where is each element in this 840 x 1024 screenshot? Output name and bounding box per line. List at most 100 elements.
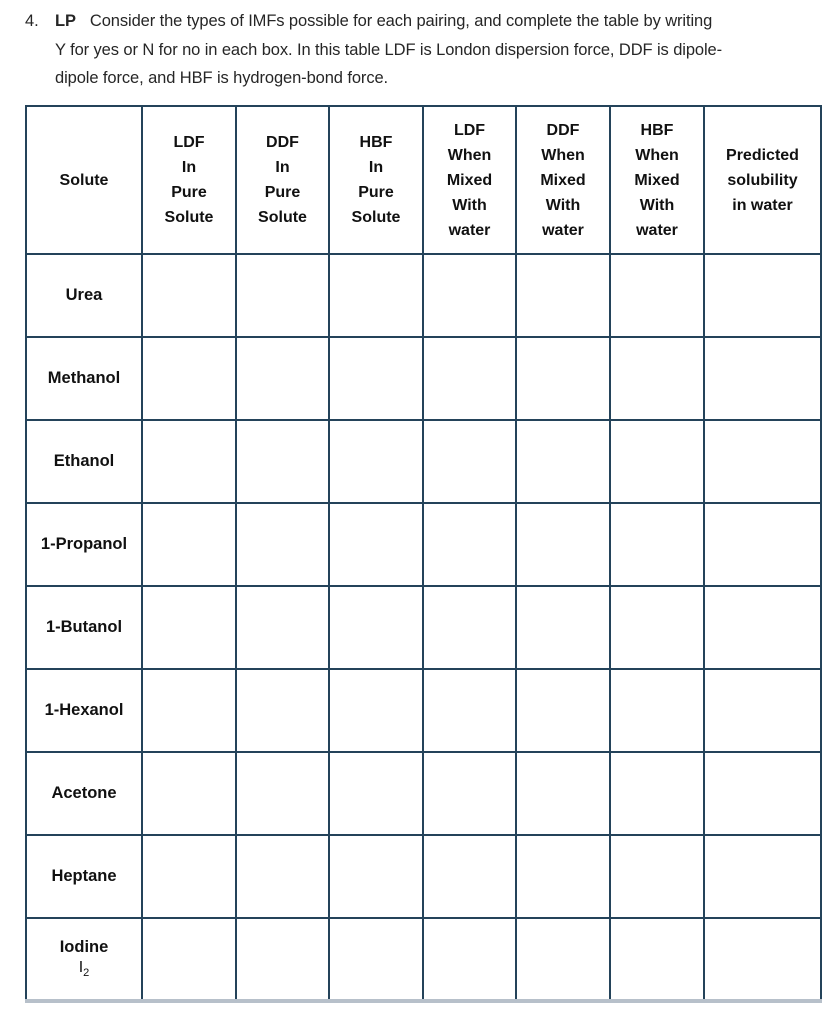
- answer-cell: [235, 502, 330, 587]
- answer-cell: [515, 751, 611, 836]
- solute-label: 1-Hexanol: [25, 668, 143, 753]
- solute-label: Acetone: [25, 751, 143, 836]
- answer-cell: [703, 419, 822, 504]
- answer-cell: [141, 917, 237, 1003]
- answer-cell: [515, 834, 611, 919]
- column-header-ldf-mixed: LDF When Mixed With water: [422, 105, 517, 255]
- answer-cell: [609, 336, 705, 421]
- table-row: Acetone: [25, 751, 822, 836]
- solute-label: Ethanol: [25, 419, 143, 504]
- answer-cell: [609, 917, 705, 1003]
- answer-cell: [422, 419, 517, 504]
- solute-label: Methanol: [25, 336, 143, 421]
- answer-cell: [703, 253, 822, 338]
- answer-cell: [422, 585, 517, 670]
- answer-cell: [703, 917, 822, 1003]
- answer-cell: [515, 336, 611, 421]
- answer-cell: [141, 253, 237, 338]
- answer-cell: [609, 668, 705, 753]
- answer-cell: [328, 502, 424, 587]
- table-row: 1-Hexanol: [25, 668, 822, 753]
- answer-cell: [235, 668, 330, 753]
- answer-cell: [141, 834, 237, 919]
- iodine-formula: I2: [78, 959, 90, 980]
- solute-name: Iodine: [59, 938, 109, 957]
- column-header-hbf-pure: HBF In Pure Solute: [328, 105, 424, 255]
- answer-cell: [422, 834, 517, 919]
- answer-cell: [328, 419, 424, 504]
- question-tag: LP: [55, 12, 76, 30]
- answer-cell: [141, 336, 237, 421]
- answer-cell: [235, 336, 330, 421]
- answer-cell: [609, 585, 705, 670]
- table-header: Solute LDF In Pure Solute DDF In Pure So…: [25, 105, 822, 255]
- answer-cell: [328, 917, 424, 1003]
- answer-cell: [328, 336, 424, 421]
- question-body: LP Consider the types of IMFs possible fo…: [55, 7, 825, 93]
- answer-cell: [235, 253, 330, 338]
- answer-cell: [422, 917, 517, 1003]
- answer-cell: [703, 585, 822, 670]
- answer-cell: [141, 751, 237, 836]
- answer-cell: [609, 751, 705, 836]
- answer-cell: [703, 751, 822, 836]
- header-row: Solute LDF In Pure Solute DDF In Pure So…: [25, 105, 822, 255]
- column-header-ddf-mixed: DDF When Mixed With water: [515, 105, 611, 255]
- table-row: 1-Butanol: [25, 585, 822, 670]
- answer-cell: [609, 253, 705, 338]
- answer-cell: [235, 585, 330, 670]
- table-row: Iodine I2: [25, 917, 822, 1003]
- solute-label: Urea: [25, 253, 143, 338]
- question-text: Consider the types of IMFs possible for …: [55, 12, 723, 87]
- answer-cell: [703, 834, 822, 919]
- solute-label: 1-Butanol: [25, 585, 143, 670]
- answer-cell: [422, 668, 517, 753]
- answer-cell: [515, 917, 611, 1003]
- solute-label: 1-Propanol: [25, 502, 143, 587]
- table-row: Ethanol: [25, 419, 822, 504]
- answer-cell: [235, 834, 330, 919]
- table-row: 1-Propanol: [25, 502, 822, 587]
- answer-cell: [703, 502, 822, 587]
- solute-label: Heptane: [25, 834, 143, 919]
- answer-cell: [515, 668, 611, 753]
- answer-cell: [235, 917, 330, 1003]
- answer-cell: [515, 253, 611, 338]
- answer-cell: [515, 419, 611, 504]
- column-header-hbf-mixed: HBF When Mixed With water: [609, 105, 705, 255]
- table-row: Heptane: [25, 834, 822, 919]
- answer-cell: [141, 502, 237, 587]
- question-number: 4.: [25, 12, 39, 30]
- answer-cell: [328, 834, 424, 919]
- imf-table: Solute LDF In Pure Solute DDF In Pure So…: [25, 105, 822, 1003]
- answer-cell: [515, 585, 611, 670]
- answer-cell: [515, 502, 611, 587]
- column-header-ldf-pure: LDF In Pure Solute: [141, 105, 237, 255]
- answer-cell: [328, 751, 424, 836]
- column-header-predicted-solubility: Predicted solubility in water: [703, 105, 822, 255]
- answer-cell: [703, 668, 822, 753]
- answer-cell: [235, 419, 330, 504]
- table-row: Methanol: [25, 336, 822, 421]
- answer-cell: [422, 336, 517, 421]
- table-row: Urea: [25, 253, 822, 338]
- answer-cell: [141, 419, 237, 504]
- answer-cell: [328, 668, 424, 753]
- answer-cell: [422, 502, 517, 587]
- answer-cell: [141, 585, 237, 670]
- solute-label: Iodine I2: [25, 917, 143, 1003]
- answer-cell: [235, 751, 330, 836]
- answer-cell: [422, 751, 517, 836]
- answer-cell: [703, 336, 822, 421]
- answer-cell: [141, 668, 237, 753]
- answer-cell: [609, 502, 705, 587]
- answer-cell: [328, 585, 424, 670]
- answer-cell: [422, 253, 517, 338]
- question-paragraph: 4. LP Consider the types of IMFs possible…: [25, 7, 825, 93]
- answer-cell: [328, 253, 424, 338]
- column-header-ddf-pure: DDF In Pure Solute: [235, 105, 330, 255]
- answer-cell: [609, 419, 705, 504]
- answer-cell: [609, 834, 705, 919]
- column-header-solute: Solute: [25, 105, 143, 255]
